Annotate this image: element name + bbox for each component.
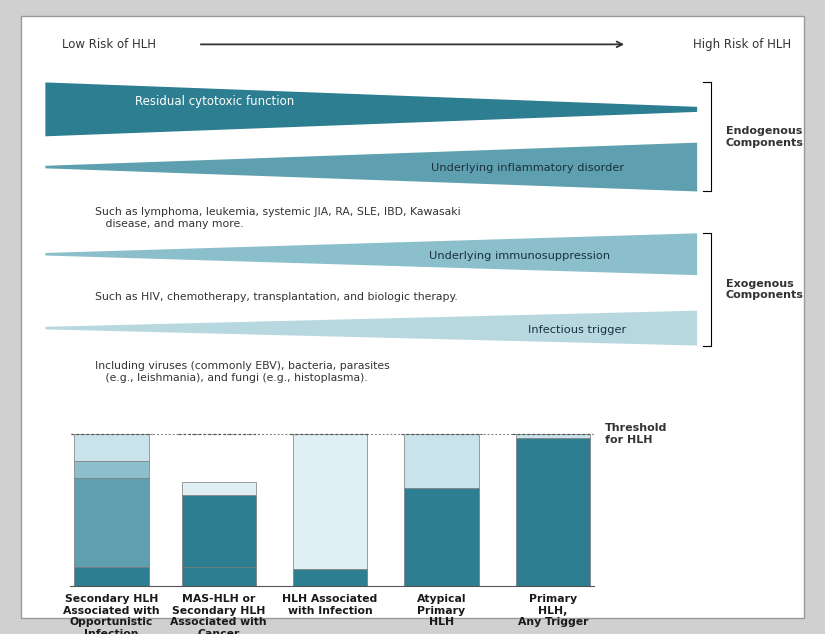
Text: Underlying inflammatory disorder: Underlying inflammatory disorder [431,163,625,173]
Bar [293,434,367,569]
Text: Exogenous
Components: Exogenous Components [726,278,804,301]
Bar [74,434,148,461]
Text: Secondary HLH
Associated with
Opportunistic
Infection: Secondary HLH Associated with Opportunis… [63,594,160,634]
Bar [293,569,367,586]
Text: High Risk of HLH: High Risk of HLH [693,38,791,51]
Text: Endogenous
Components: Endogenous Components [726,126,804,148]
Text: Residual cytotoxic function: Residual cytotoxic function [134,95,295,108]
Bar [182,495,256,567]
Text: Infectious trigger: Infectious trigger [528,325,627,335]
Bar [516,434,590,438]
Bar [74,567,148,586]
Text: Including viruses (commonly EBV), bacteria, parasites
   (e.g., leishmania), and: Including viruses (commonly EBV), bacter… [95,361,389,383]
Bar [74,478,148,567]
Text: Atypical
Primary
HLH: Atypical Primary HLH [417,594,466,627]
FancyBboxPatch shape [21,16,804,618]
Text: HLH Associated
with Infection: HLH Associated with Infection [282,594,378,616]
Text: MAS-HLH or
Secondary HLH
Associated with
Cancer: MAS-HLH or Secondary HLH Associated with… [170,594,267,634]
Bar [404,434,478,488]
Bar [404,488,478,586]
Text: Threshold
for HLH: Threshold for HLH [605,424,667,445]
Polygon shape [45,311,697,346]
Polygon shape [45,82,697,136]
Bar [182,567,256,586]
Bar [516,438,590,586]
Polygon shape [45,233,697,275]
Bar [74,461,148,478]
Text: Such as lymphoma, leukemia, systemic JIA, RA, SLE, IBD, Kawasaki
   disease, and: Such as lymphoma, leukemia, systemic JIA… [95,207,460,229]
Bar [182,482,256,495]
Text: Low Risk of HLH: Low Risk of HLH [62,38,156,51]
Text: Primary
HLH,
Any Trigger: Primary HLH, Any Trigger [517,594,588,627]
Text: Underlying immunosuppression: Underlying immunosuppression [429,250,610,261]
Text: Such as HIV, chemotherapy, transplantation, and biologic therapy.: Such as HIV, chemotherapy, transplantati… [95,292,458,302]
Polygon shape [45,143,697,191]
